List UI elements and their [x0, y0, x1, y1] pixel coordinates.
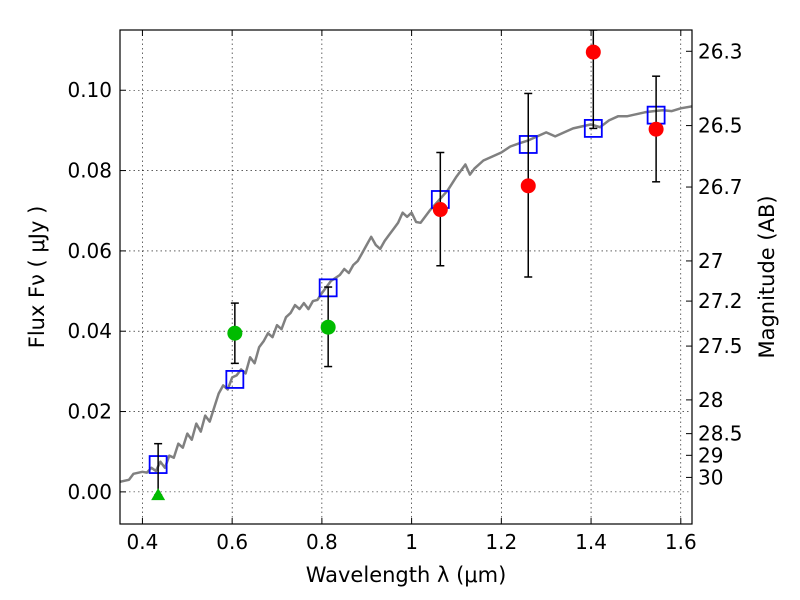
y-tick-label: 0.04 [67, 319, 112, 343]
x-tick-label: 1.4 [575, 530, 607, 554]
data-layer [120, 30, 692, 501]
y-tick-label: 0.02 [67, 400, 112, 424]
x-axis-title: Wavelength λ (μm) [306, 563, 507, 587]
magnitude-tick-label: 26.7 [698, 175, 743, 199]
observed-infrared-point [520, 178, 536, 194]
magnitude-tick-label: 27 [698, 249, 723, 273]
magnitude-tick-label: 29 [698, 443, 723, 467]
y-tick-label: 0.00 [67, 480, 112, 504]
magnitude-tick-label: 26.3 [698, 39, 743, 63]
magnitude-tick-label: 26.5 [698, 114, 743, 138]
x-tick-label: 1 [405, 530, 418, 554]
observed-infrared-point [648, 121, 664, 137]
observed-upper-limit-triangle [151, 488, 166, 501]
y-tick-label: 0.06 [67, 239, 112, 263]
y-tick-label: 0.08 [67, 159, 112, 183]
model-spectrum-line [120, 105, 692, 484]
x-tick-label: 1.6 [665, 530, 697, 554]
ticks: 0.4 0.6 0.8 1 1.2 1.4 1.6 0.00 0.02 0.04 0.06 0.08 0… [67, 30, 743, 554]
observed-optical-point [320, 319, 336, 335]
y-axis-title: Flux Fν ( μJy ) [25, 206, 49, 349]
x-tick-label: 1.2 [485, 530, 517, 554]
model-photometry-square [225, 370, 245, 389]
y-axis-right-title: Magnitude (AB) [755, 195, 779, 358]
plot-frame [119, 29, 693, 525]
observed-infrared-point [432, 202, 448, 218]
observed-optical-point [227, 325, 243, 341]
x-tick-label: 0.8 [306, 530, 338, 554]
plot-area [120, 30, 692, 524]
magnitude-tick-label: 30 [698, 465, 723, 489]
y-tick-label: 0.10 [67, 78, 112, 102]
observed-infrared-point [585, 44, 601, 60]
magnitude-tick-label: 27.5 [698, 334, 743, 358]
x-tick-label: 0.4 [127, 530, 159, 554]
magnitude-tick-label: 28.5 [698, 422, 743, 446]
magnitude-tick-label: 27.2 [698, 289, 743, 313]
magnitude-tick-label: 28 [698, 388, 723, 412]
grid [120, 30, 692, 524]
x-tick-label: 0.6 [216, 530, 248, 554]
